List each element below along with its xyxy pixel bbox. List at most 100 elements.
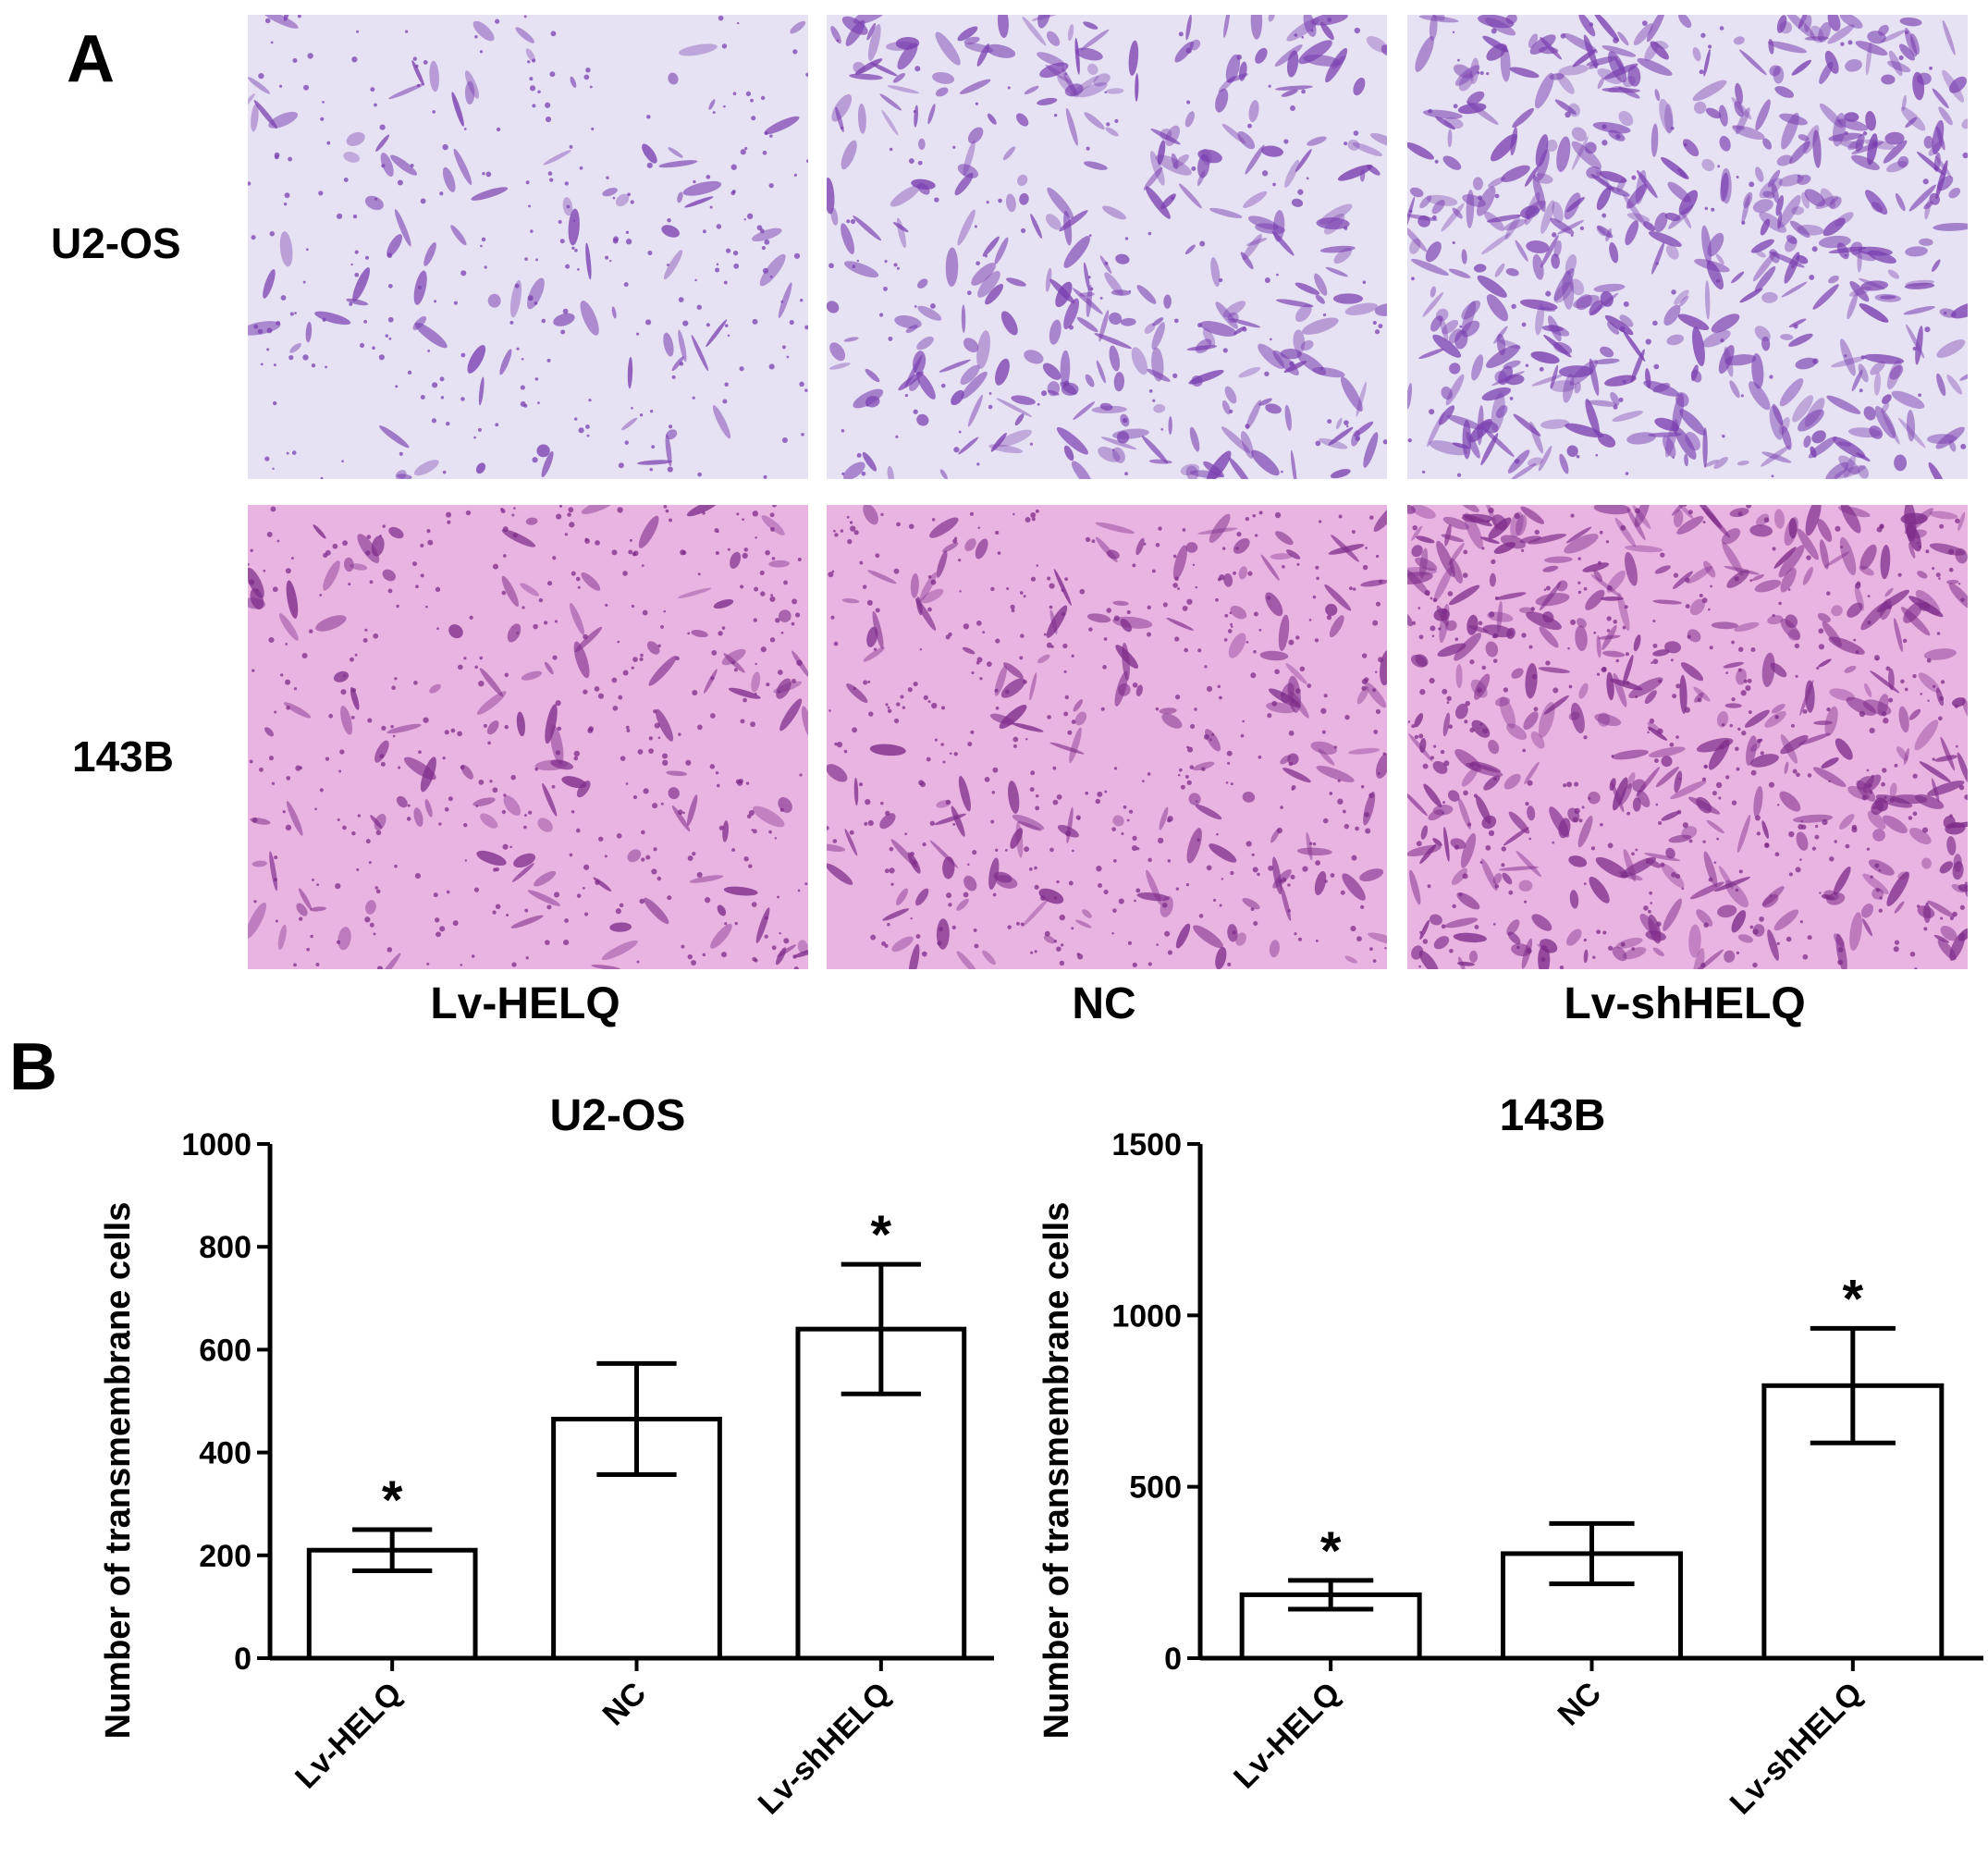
stained-cell xyxy=(985,283,1004,305)
pore-dot xyxy=(481,237,486,242)
pore-dot xyxy=(1269,338,1272,341)
stained-cell xyxy=(957,26,978,42)
pore-dot xyxy=(697,724,703,731)
stained-cell xyxy=(1792,395,1814,423)
pore-dot xyxy=(1447,591,1454,596)
pore-dot xyxy=(967,742,973,747)
stained-cell xyxy=(1552,201,1564,223)
pore-dot xyxy=(646,115,651,119)
stained-cell xyxy=(1509,67,1540,79)
stained-cell xyxy=(1340,376,1363,412)
stained-cell xyxy=(1815,195,1839,209)
pore-dot xyxy=(675,656,680,661)
pore-dot xyxy=(643,788,649,794)
pore-dot xyxy=(492,910,497,915)
stained-cell xyxy=(1837,505,1871,518)
pore-dot xyxy=(834,533,839,537)
pore-dot xyxy=(1786,936,1792,942)
pore-dot xyxy=(259,767,264,772)
pore-dot xyxy=(1881,781,1885,787)
pore-dot xyxy=(804,882,808,886)
pore-dot xyxy=(399,451,403,456)
pore-dot xyxy=(774,837,778,840)
pore-dot xyxy=(1156,943,1159,946)
pore-dot xyxy=(442,756,446,760)
pore-dot xyxy=(716,224,722,229)
stained-cell xyxy=(1665,244,1679,260)
stained-cell xyxy=(395,470,407,479)
pore-dot xyxy=(513,507,516,510)
pore-dot xyxy=(642,609,648,616)
stained-cell xyxy=(919,572,938,602)
pore-dot xyxy=(1491,559,1496,565)
pore-dot xyxy=(418,285,422,289)
pore-dot xyxy=(1221,547,1226,550)
pore-dot xyxy=(1053,113,1058,117)
pore-dot xyxy=(351,830,356,836)
pore-dot xyxy=(1741,220,1746,226)
pore-dot xyxy=(436,627,439,631)
pore-dot xyxy=(723,280,728,285)
pore-dot xyxy=(269,231,276,237)
stained-cell xyxy=(728,687,761,699)
pore-dot xyxy=(1534,529,1540,535)
pore-dot xyxy=(583,633,588,640)
stained-cell xyxy=(1610,678,1643,691)
pore-dot xyxy=(1700,32,1706,38)
pore-dot xyxy=(834,742,838,746)
pore-dot xyxy=(1459,325,1463,328)
pore-dot xyxy=(583,864,590,870)
stained-cell xyxy=(1290,449,1297,479)
pore-dot xyxy=(681,550,687,556)
pore-dot xyxy=(867,819,874,827)
pore-dot xyxy=(721,626,726,630)
pore-dot xyxy=(1324,879,1328,883)
stained-cell xyxy=(869,744,906,756)
pore-dot xyxy=(1274,669,1280,675)
pore-dot xyxy=(1602,930,1607,935)
pore-dot xyxy=(657,736,661,739)
pore-dot xyxy=(1933,166,1938,171)
stained-cell xyxy=(1596,187,1612,211)
pore-dot xyxy=(1477,687,1483,694)
stained-cell xyxy=(1570,702,1585,733)
stained-cell xyxy=(310,906,326,912)
pore-dot xyxy=(1068,880,1074,886)
stained-cell xyxy=(1701,225,1712,264)
stained-cell xyxy=(1836,441,1852,447)
stained-cell xyxy=(1510,462,1537,479)
stained-cell xyxy=(537,818,553,832)
stained-cell xyxy=(1609,778,1616,792)
pore-dot xyxy=(1855,650,1859,655)
stained-cell xyxy=(365,900,376,915)
stained-cell xyxy=(1756,513,1770,526)
stained-cell xyxy=(1520,506,1545,524)
stained-cell xyxy=(1314,273,1328,296)
stained-cell xyxy=(1575,625,1588,651)
pore-dot xyxy=(913,409,918,414)
stained-cell xyxy=(515,27,535,43)
stained-cell xyxy=(891,936,914,953)
pore-dot xyxy=(1213,898,1217,903)
pore-dot xyxy=(797,889,801,892)
pore-dot xyxy=(274,710,277,714)
pore-dot xyxy=(1871,774,1874,779)
pore-dot xyxy=(1826,591,1831,596)
pore-dot xyxy=(1225,781,1229,784)
pore-dot xyxy=(1701,777,1707,781)
stained-cell xyxy=(1767,929,1779,961)
pore-dot xyxy=(1113,859,1117,863)
pore-dot xyxy=(1879,896,1883,900)
pore-dot xyxy=(694,278,697,282)
stained-cell xyxy=(712,405,731,439)
pore-dot xyxy=(404,30,409,33)
pore-dot xyxy=(1605,540,1610,544)
stained-cell xyxy=(1702,329,1731,348)
stained-cell xyxy=(1831,356,1867,368)
stained-cell xyxy=(1776,154,1793,166)
stained-cell xyxy=(1486,344,1521,368)
pore-dot xyxy=(1221,878,1224,880)
pore-dot xyxy=(687,632,691,635)
stained-cell xyxy=(1654,212,1668,233)
stained-cell xyxy=(1851,154,1880,170)
